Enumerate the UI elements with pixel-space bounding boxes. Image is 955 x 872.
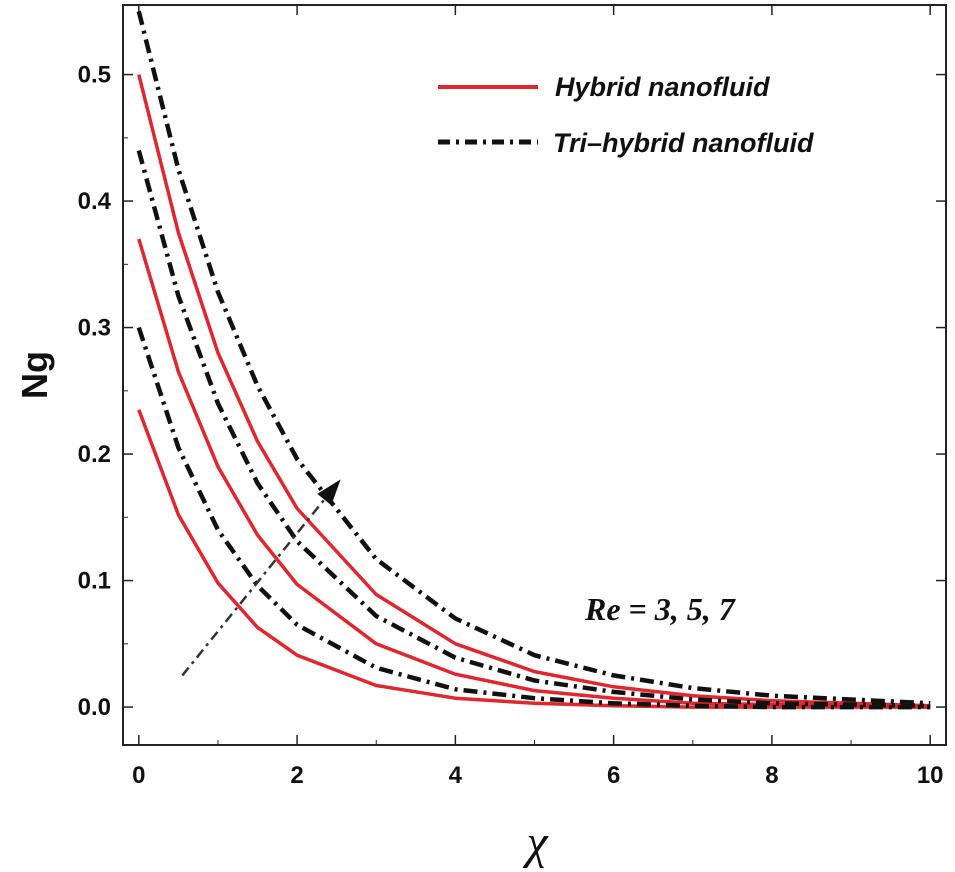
arrow-shaft bbox=[181, 498, 326, 677]
y-tick-label: 0.3 bbox=[78, 315, 111, 342]
x-tick-label: 8 bbox=[765, 762, 778, 789]
x-tick-label: 0 bbox=[132, 762, 145, 789]
y-axis-title: Ng bbox=[14, 351, 55, 399]
x-axis-title: χ bbox=[522, 816, 549, 869]
legend: Hybrid nanofluid Tri–hybrid nanofluid bbox=[438, 72, 814, 158]
x-tick-label: 6 bbox=[607, 762, 620, 789]
y-tick-label: 0.0 bbox=[78, 694, 111, 721]
series-line-5 bbox=[136, 10, 931, 706]
x-tick-labels: 0 2 4 6 8 10 bbox=[132, 762, 943, 789]
plot-frame bbox=[122, 4, 947, 746]
y-tick-label: 0.2 bbox=[78, 441, 111, 468]
x-tick-label: 4 bbox=[449, 762, 463, 789]
y-tick-label: 0.4 bbox=[78, 188, 112, 215]
series-lines bbox=[136, 10, 931, 710]
x-tick-label: 10 bbox=[917, 762, 944, 789]
x-tick-label: 2 bbox=[290, 762, 303, 789]
y-tick-label: 0.5 bbox=[78, 62, 111, 89]
y-tick-labels: 0.0 0.1 0.2 0.3 0.4 0.5 bbox=[78, 62, 112, 721]
series-line-3 bbox=[136, 326, 931, 710]
arrow-head bbox=[317, 479, 341, 506]
legend-label-tri-hybrid: Tri–hybrid nanofluid bbox=[553, 128, 814, 158]
y-tick-label: 0.1 bbox=[78, 568, 111, 595]
series-line-1 bbox=[137, 238, 931, 709]
legend-label-hybrid: Hybrid nanofluid bbox=[555, 72, 770, 102]
reynolds-annotation: Re = 3, 5, 7 bbox=[584, 591, 737, 627]
tick-marks bbox=[123, 5, 946, 745]
trend-arrow bbox=[181, 479, 341, 677]
series-line-2 bbox=[137, 74, 931, 708]
series-line-4 bbox=[136, 149, 931, 709]
